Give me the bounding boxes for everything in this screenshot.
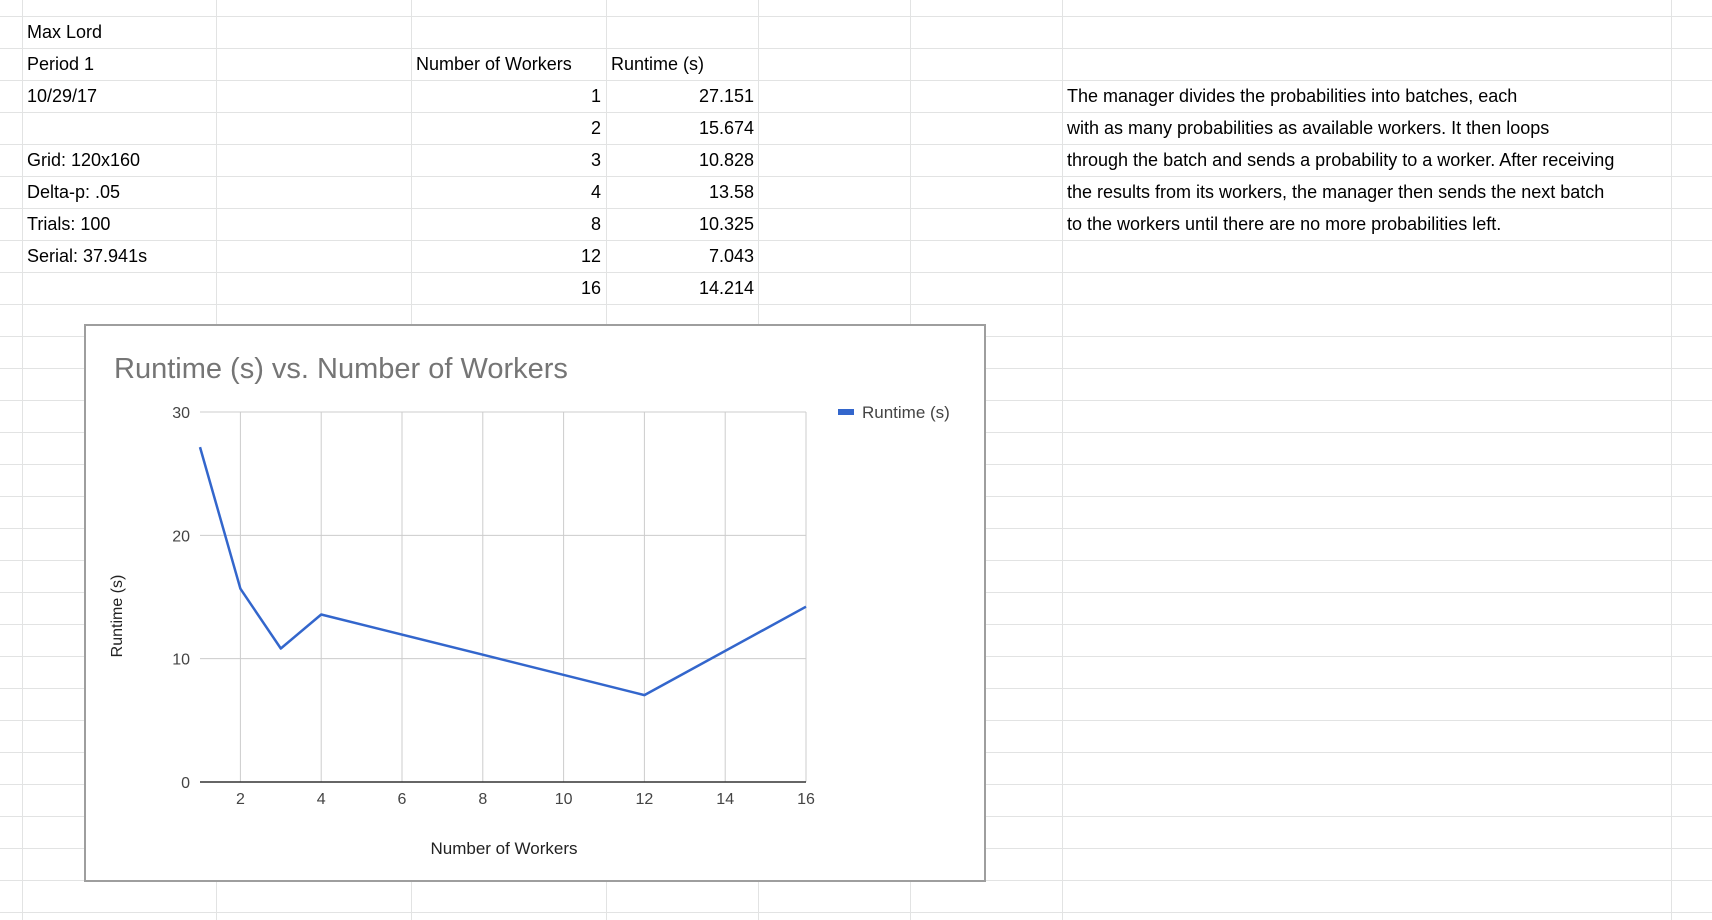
cell-workers[interactable]: 1 [590, 86, 601, 106]
row-gridline [0, 272, 1712, 273]
x-tick-label: 2 [236, 791, 245, 808]
description-line[interactable]: to the workers until there are no more p… [1067, 214, 1502, 234]
series-line [198, 446, 807, 697]
chart-canvas: Runtime (s) vs. Number of Workers 0 10 20 3… [109, 353, 950, 858]
cell-runtime[interactable]: 13.58 [708, 182, 754, 202]
column-gridline [1062, 0, 1063, 920]
chart-grid [200, 411, 807, 782]
cell-workers[interactable]: 4 [590, 182, 601, 202]
row-gridline [0, 304, 1712, 305]
cell-runtime[interactable]: 14.214 [698, 278, 754, 298]
description-line[interactable]: The manager divides the probabilities in… [1067, 86, 1518, 106]
cell-runtime[interactable]: 27.151 [698, 86, 754, 106]
cell-runtime[interactable]: 15.674 [698, 118, 754, 138]
row-gridline [0, 240, 1712, 241]
cell-col-a[interactable]: Serial: 37.941s [27, 246, 148, 266]
x-tick-label: 14 [716, 791, 734, 808]
x-axis-label: Number of Workers [430, 839, 577, 858]
header-workers[interactable]: Number of Workers [416, 54, 572, 74]
row-gridline [0, 176, 1712, 177]
column-gridline [22, 0, 23, 920]
row-gridline [0, 912, 1712, 913]
cell-col-a[interactable]: Trials: 100 [27, 214, 111, 234]
chart-series [198, 446, 807, 697]
chart-axes: 0 10 20 30 2 4 6 8 10 12 14 16 [172, 405, 815, 808]
row-gridline [0, 144, 1712, 145]
x-tick-label: 16 [797, 791, 815, 808]
cell-col-a[interactable] [27, 112, 212, 144]
description-line[interactable]: through the batch and sends a probabilit… [1067, 150, 1615, 170]
cell-workers[interactable]: 2 [590, 118, 601, 138]
cell-runtime[interactable]: 10.325 [698, 214, 754, 234]
chart-title: Runtime (s) vs. Number of Workers [114, 353, 568, 385]
description-line[interactable]: with as many probabilities as available … [1067, 118, 1550, 138]
cell-col-a[interactable]: Grid: 120x160 [27, 150, 141, 170]
row-gridline [0, 80, 1712, 81]
x-tick-label: 6 [398, 791, 407, 808]
row-gridline [0, 112, 1712, 113]
row-gridline [0, 208, 1712, 209]
y-tick-label: 10 [172, 652, 190, 669]
y-tick-label: 20 [172, 528, 190, 545]
cell-runtime[interactable]: 7.043 [708, 246, 754, 266]
x-tick-label: 4 [317, 791, 326, 808]
description-line[interactable]: the results from its workers, the manage… [1067, 182, 1605, 202]
legend-swatch [838, 409, 854, 415]
y-tick-label: 0 [181, 775, 190, 792]
cell-col-a[interactable]: Period 1 [27, 54, 95, 74]
column-gridline [1671, 0, 1672, 920]
cell-workers[interactable]: 3 [590, 150, 601, 170]
header-runtime[interactable]: Runtime (s) [611, 54, 705, 74]
row-gridline [0, 16, 1712, 17]
cell-col-a[interactable]: Max Lord [27, 22, 103, 42]
cell-workers[interactable]: 16 [580, 278, 601, 298]
cell-col-a[interactable]: Delta-p: .05 [27, 182, 121, 202]
y-axis-label: Runtime (s) [109, 575, 126, 658]
y-tick-label: 30 [172, 405, 190, 422]
cell-col-a[interactable]: 10/29/17 [27, 86, 98, 106]
x-tick-label: 12 [636, 791, 654, 808]
cell-workers[interactable]: 8 [590, 214, 601, 234]
chart-legend[interactable]: Runtime (s) [838, 403, 950, 422]
line-chart[interactable]: Runtime (s) vs. Number of Workers 0 10 20 3… [84, 324, 986, 882]
legend-label: Runtime (s) [862, 403, 950, 422]
x-tick-label: 8 [478, 791, 487, 808]
cell-workers[interactable]: 12 [580, 246, 601, 266]
x-tick-label: 10 [555, 791, 573, 808]
row-gridline [0, 48, 1712, 49]
cell-runtime[interactable]: 10.828 [698, 150, 754, 170]
